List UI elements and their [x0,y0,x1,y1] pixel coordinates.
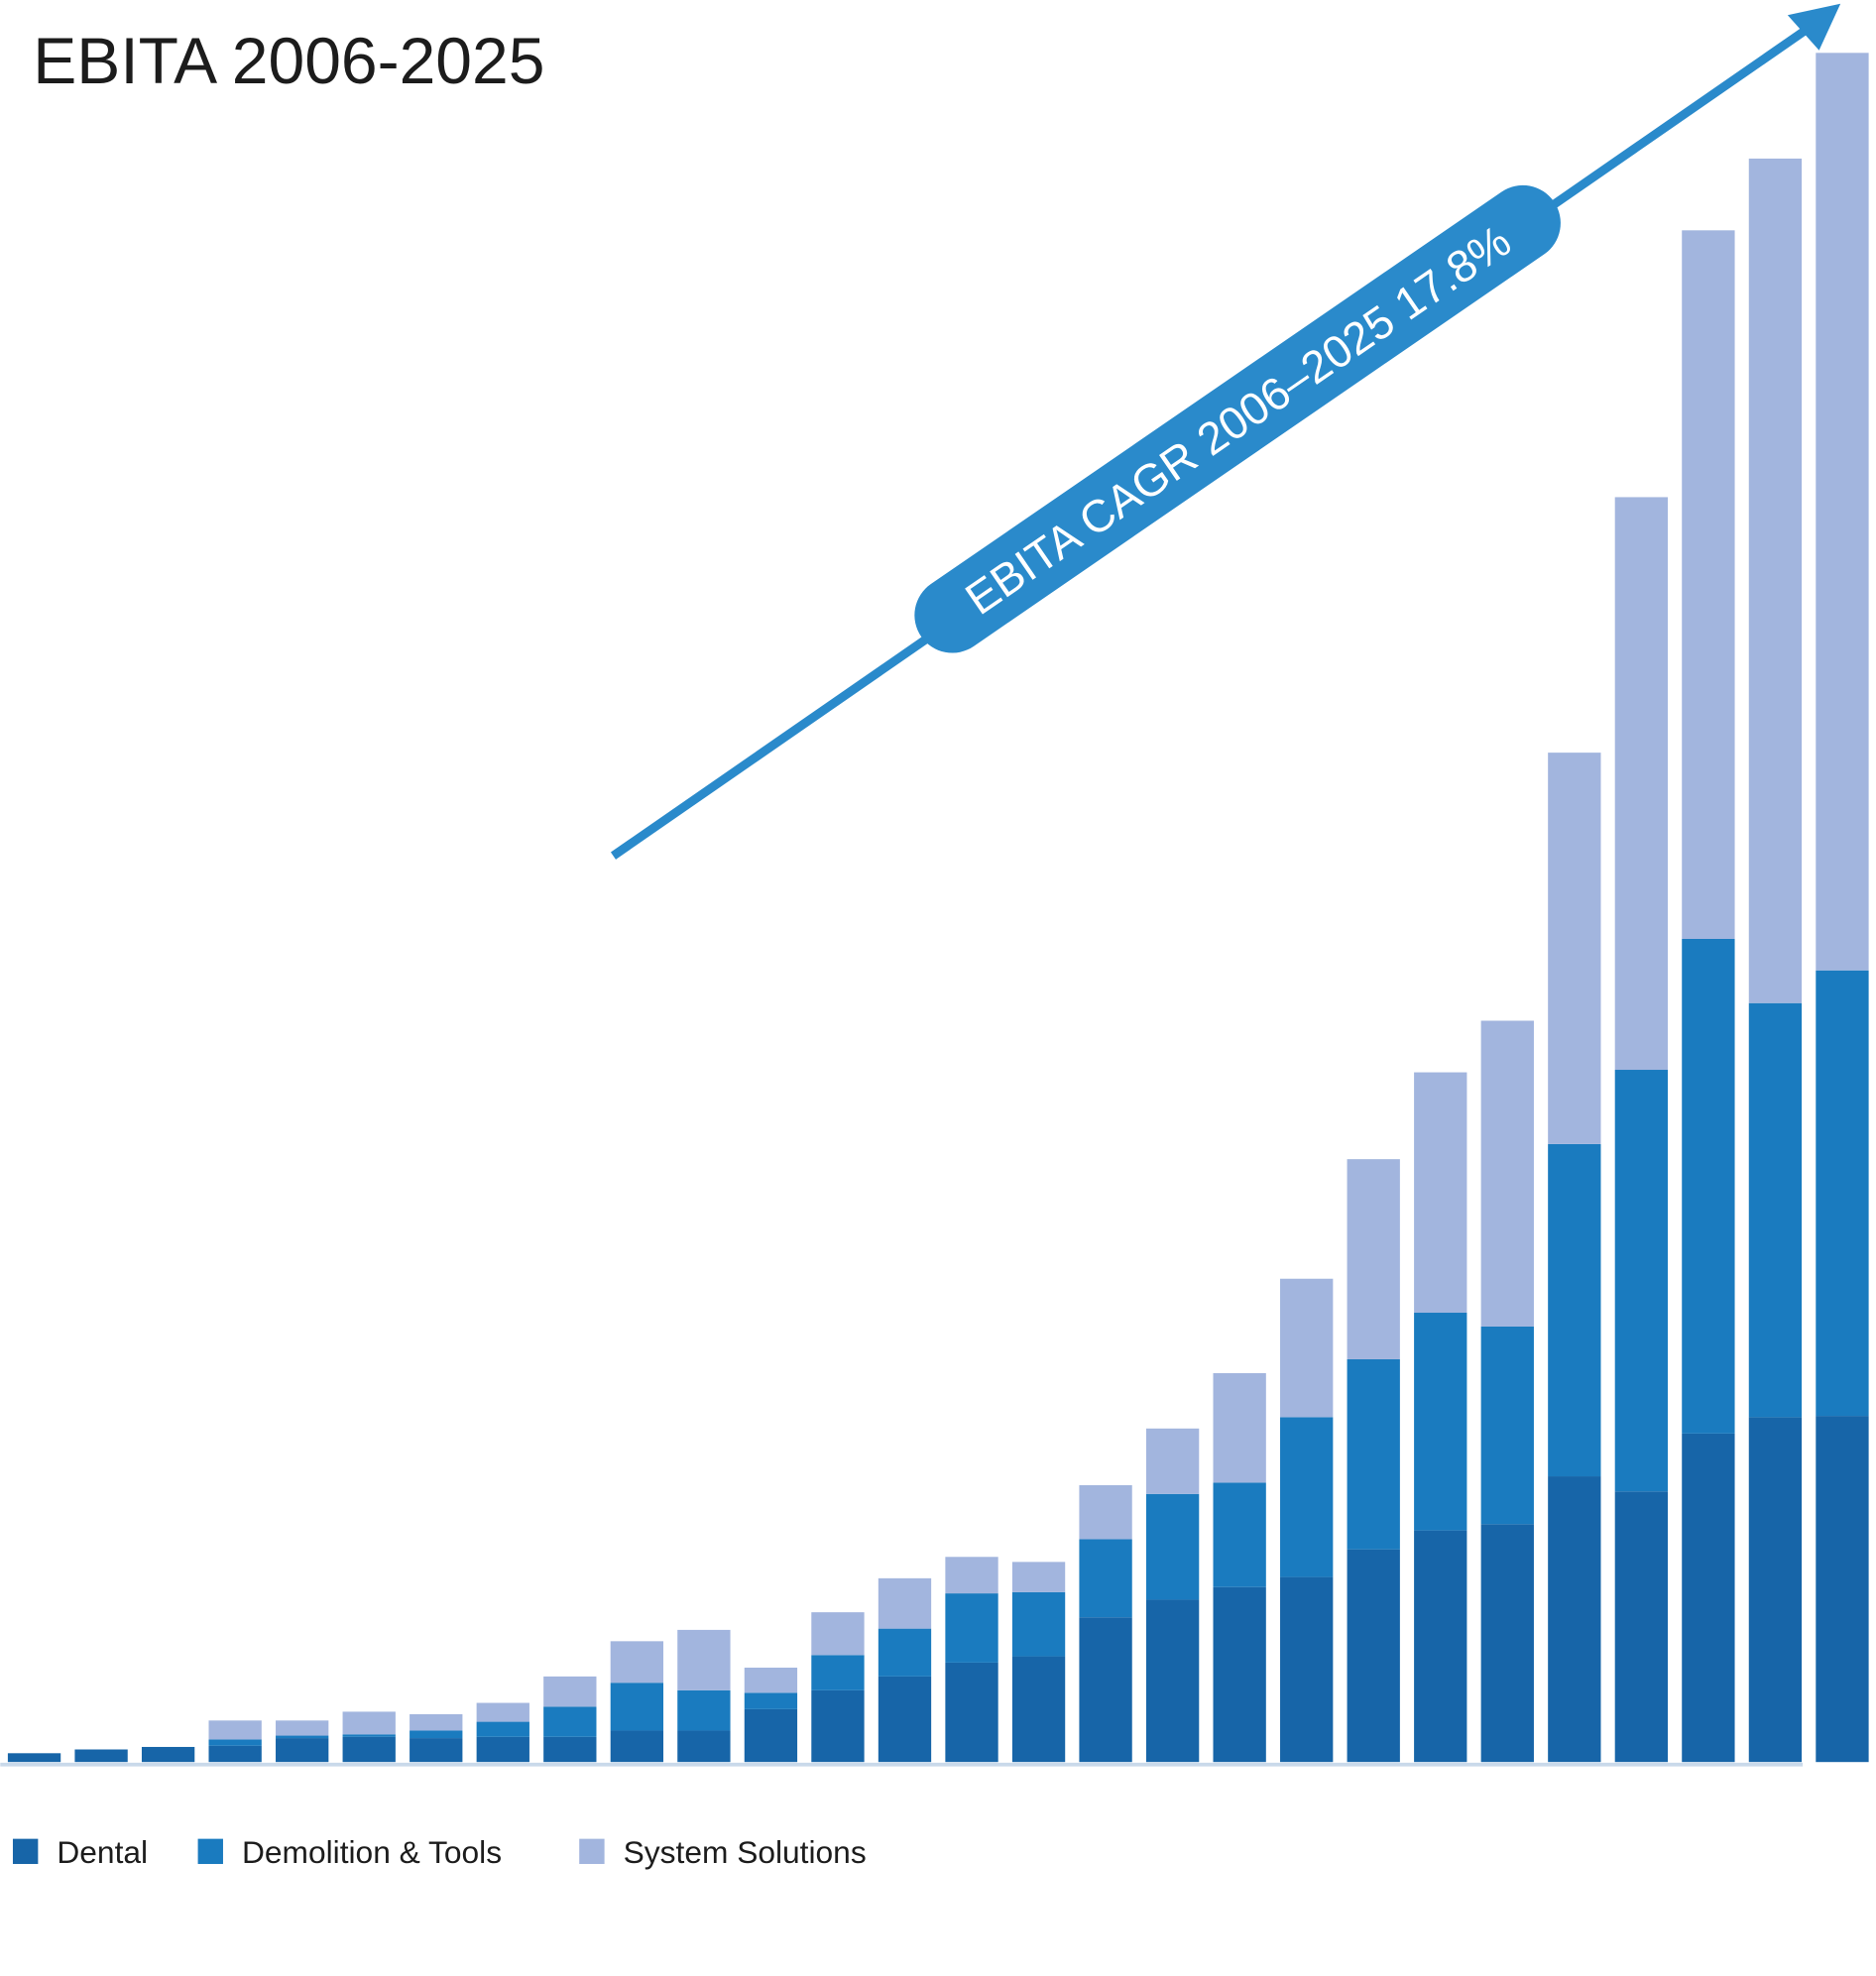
bar-system-solutions-22 [1414,1072,1467,1314]
bar-system-solutions-24 [1548,753,1601,1144]
bar-system-solutions-11 [677,1629,731,1690]
bar-system-solutions-13 [811,1612,865,1656]
bar-system-solutions-7 [410,1713,463,1731]
bar-dental-11 [677,1730,731,1763]
bar-system-solutions-23 [1480,1020,1534,1327]
bar-dental-4 [208,1745,262,1763]
bar-dental-18 [1145,1599,1200,1763]
bar-system-solutions-19 [1213,1372,1266,1483]
bar-demolition-tools-21 [1347,1358,1400,1550]
bar-dental-15 [945,1662,998,1763]
bar-demolition-tools-27 [1748,1002,1803,1418]
legend-swatch-2 [197,1838,223,1865]
bar-demolition-tools-24 [1548,1143,1601,1477]
bar-demolition-tools-19 [1213,1482,1266,1587]
bar-demolition-tools-10 [610,1683,664,1731]
bar-demolition-tools-17 [1079,1539,1132,1618]
bar-dental-6 [342,1736,396,1763]
bar-demolition-tools-20 [1280,1417,1334,1577]
bar-demolition-tools-18 [1145,1493,1200,1600]
bar-system-solutions-20 [1280,1278,1334,1418]
bar-dental-23 [1480,1524,1534,1763]
cagr-label: EBITA CAGR 2006–2025 17.8% [957,215,1520,625]
bar-dental-14 [878,1676,932,1763]
bar-dental-25 [1614,1491,1669,1763]
bar-dental-21 [1347,1549,1400,1763]
bar-dental-8 [476,1736,529,1763]
bar-system-solutions-25 [1614,497,1669,1071]
bar-system-solutions-27 [1748,158,1803,1003]
bar-demolition-tools-15 [945,1593,998,1663]
bar-system-solutions-14 [878,1577,932,1629]
bar-demolition-tools-14 [878,1628,932,1677]
bar-dental-22 [1414,1530,1467,1763]
bar-demolition-tools-13 [811,1655,865,1690]
bar-dental-16 [1011,1656,1066,1763]
bar-dental-19 [1213,1586,1266,1763]
bar-dental-12 [744,1708,798,1763]
bar-system-solutions-5 [276,1720,329,1736]
bar-demolition-tools-22 [1414,1313,1467,1531]
legend-label-1: Dental [57,1834,148,1870]
bar-system-solutions-10 [610,1641,664,1684]
bar-dental-27 [1748,1417,1803,1763]
bar-dental-3 [141,1746,195,1763]
legend-swatch-1 [12,1838,39,1865]
bar-dental-13 [811,1689,865,1763]
legend-label-2: Demolition & Tools [242,1834,502,1870]
bar-system-solutions-26 [1682,230,1735,939]
bar-system-solutions-4 [208,1720,262,1740]
bar-demolition-tools-25 [1614,1070,1669,1492]
bar-demolition-tools-12 [744,1692,798,1709]
legend-label-3: System Solutions [624,1834,867,1870]
bar-demolition-tools-9 [543,1706,597,1737]
bar-demolition-tools-26 [1682,938,1735,1434]
bar-dental-26 [1682,1433,1735,1763]
bar-demolition-tools-16 [1011,1591,1066,1657]
bar-system-solutions-15 [945,1557,998,1594]
bar-system-solutions-8 [476,1702,529,1722]
bar-dental-7 [410,1738,463,1763]
arrow-head-icon [1787,3,1841,51]
bar-dental-1 [7,1753,61,1763]
bar-demolition-tools-28 [1816,970,1869,1417]
bar-dental-5 [276,1738,329,1763]
bar-demolition-tools-4 [208,1739,262,1746]
bar-demolition-tools-7 [410,1730,463,1739]
legend-swatch-3 [579,1838,605,1865]
bar-system-solutions-18 [1145,1428,1200,1494]
bar-system-solutions-9 [543,1676,597,1707]
chart-title: EBITA 2006-2025 [33,24,544,97]
cagr-pill [914,184,1561,653]
bar-demolition-tools-6 [342,1734,396,1737]
bar-system-solutions-12 [744,1667,798,1693]
bar-dental-24 [1548,1476,1601,1763]
bar-demolition-tools-8 [476,1721,529,1737]
bar-system-solutions-6 [342,1711,396,1735]
bar-system-solutions-28 [1816,53,1869,971]
bar-dental-28 [1816,1416,1869,1763]
legend: Dental Demolition & Tools System Solutions [12,1834,867,1870]
bar-dental-17 [1079,1617,1132,1763]
bars-group [7,53,1869,1763]
bar-dental-10 [610,1730,664,1763]
bar-demolition-tools-5 [276,1735,329,1739]
bar-system-solutions-16 [1011,1562,1066,1592]
bar-system-solutions-21 [1347,1159,1400,1359]
bar-demolition-tools-23 [1480,1326,1534,1525]
bar-system-solutions-17 [1079,1484,1132,1540]
bar-demolition-tools-11 [677,1689,731,1731]
bar-dental-9 [543,1736,597,1763]
bar-dental-2 [74,1749,128,1763]
bar-dental-20 [1280,1576,1334,1763]
